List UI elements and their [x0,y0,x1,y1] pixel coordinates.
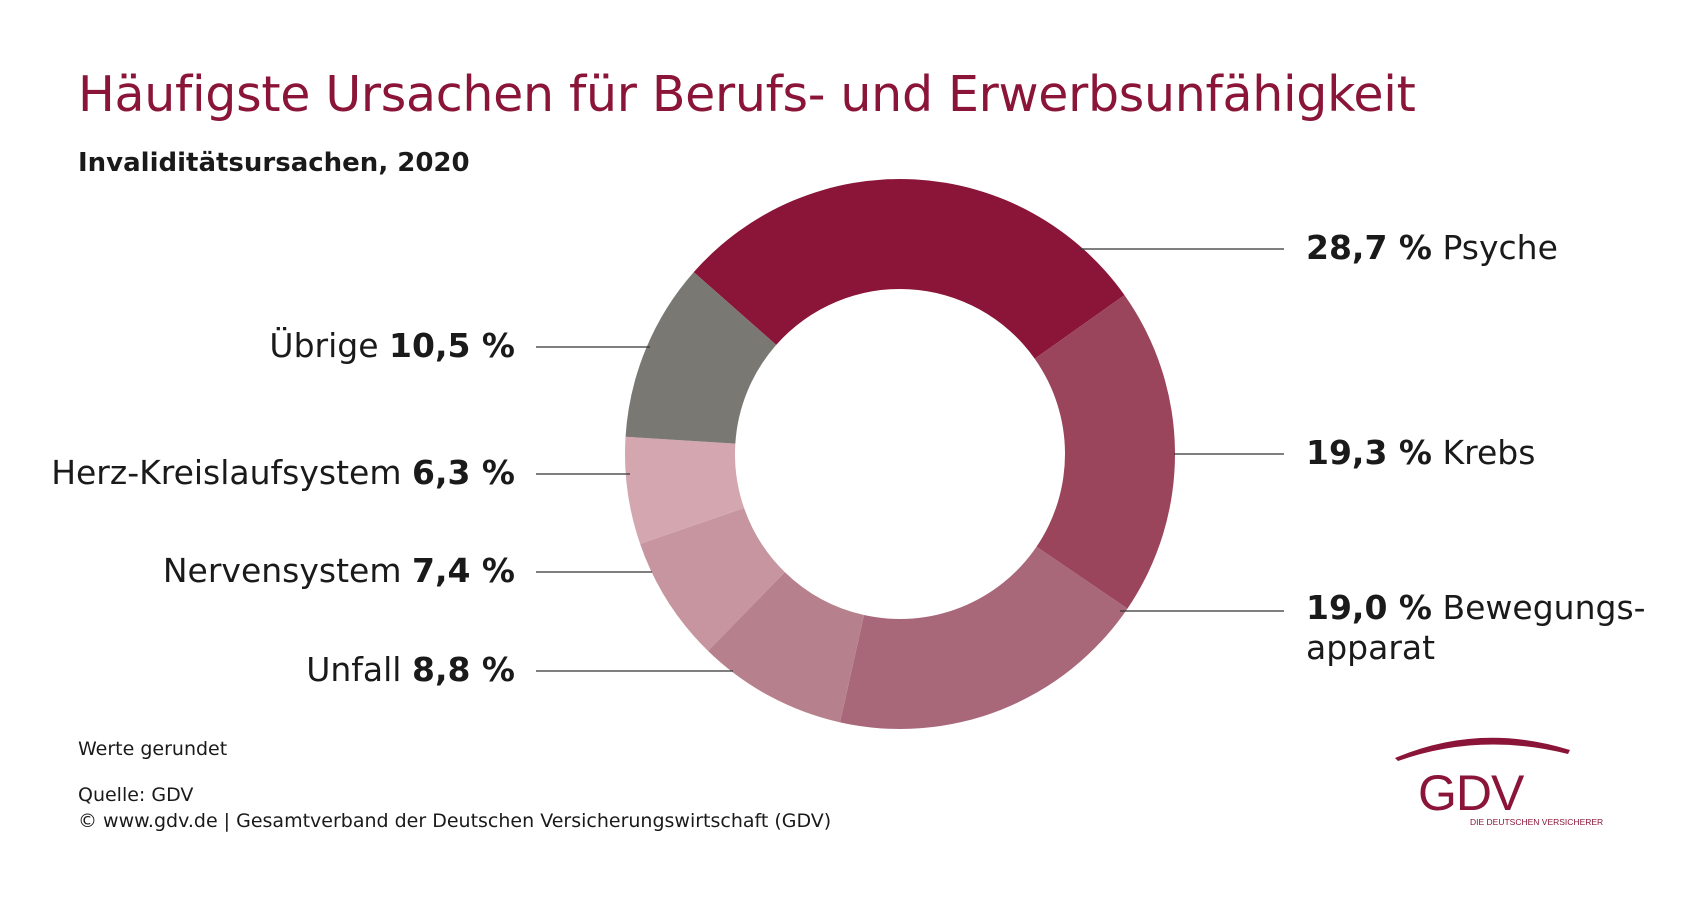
slice-label-herz: Herz-Kreislaufsystem 6,3 % [51,453,515,493]
slice-label-psyche: 28,7 % Psyche [1306,228,1558,268]
footnote-source: Quelle: GDV [78,784,194,806]
slice-label-unfall: Unfall 8,8 % [306,650,515,690]
slice-category: Psyche [1442,228,1558,267]
slice-value: 10,5 % [389,326,515,365]
slice-category: Krebs [1442,433,1536,472]
slice-übrige [625,272,777,444]
logo-arc [1395,737,1570,761]
footnote-rounded: Werte gerundet [78,738,228,760]
slice-value: 19,0 % [1306,588,1432,627]
slice-value: 28,7 % [1306,228,1432,267]
slice-value: 7,4 % [411,551,515,590]
donut-slices [625,179,1175,730]
slice-category: Bewegungs- [1442,588,1646,627]
slice-category: Übrige [269,326,379,365]
slice-value: 19,3 % [1306,433,1432,472]
slice-value: 8,8 % [411,650,515,689]
slice-psyche [693,179,1125,359]
slice-category: Nervensystem [162,551,402,590]
slice-unfall [708,572,865,723]
slice-value: 6,3 % [411,453,515,492]
slice-category: Unfall [306,650,402,689]
logo-tagline: DIE DEUTSCHEN VERSICHERER [1470,817,1603,827]
slice-herz-kreislaufsystem [625,436,745,544]
footnote-copyright: © www.gdv.de | Gesamtverband der Deutsch… [78,810,832,832]
slice-category-cont: apparat [1306,628,1436,667]
slice-label-bewegung: 19,0 % Bewegungs- apparat [1306,588,1646,668]
chart-title: Häufigste Ursachen für Berufs- und Erwer… [78,66,1416,123]
slice-krebs [1034,295,1175,609]
slice-label-nerven: Nervensystem 7,4 % [163,551,515,591]
slice-label-krebs: 19,3 % Krebs [1306,433,1535,473]
logo-wordmark: GDV [1418,765,1525,821]
slice-nervensystem [640,507,785,651]
slice-category: Herz-Kreislaufsystem [51,453,402,492]
leader-lines [536,248,1284,672]
chart-subtitle: Invaliditätsursachen, 2020 [78,148,470,178]
gdv-logo: GDV DIE DEUTSCHEN VERSICHERER [1395,737,1603,827]
slice-label-uebrige: Übrige 10,5 % [269,326,515,366]
slice-bewegungsapparat [840,546,1128,730]
